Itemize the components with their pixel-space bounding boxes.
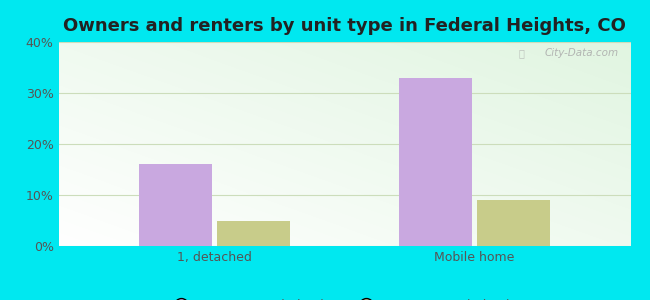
Text: ⓘ: ⓘ: [519, 48, 525, 58]
Legend: Owner occupied units, Renter occupied units: Owner occupied units, Renter occupied un…: [164, 294, 525, 300]
Bar: [399, 78, 472, 246]
Bar: [139, 164, 212, 246]
Title: Owners and renters by unit type in Federal Heights, CO: Owners and renters by unit type in Feder…: [63, 17, 626, 35]
Bar: [477, 200, 550, 246]
Bar: [217, 220, 290, 246]
Text: City-Data.com: City-Data.com: [545, 48, 619, 58]
